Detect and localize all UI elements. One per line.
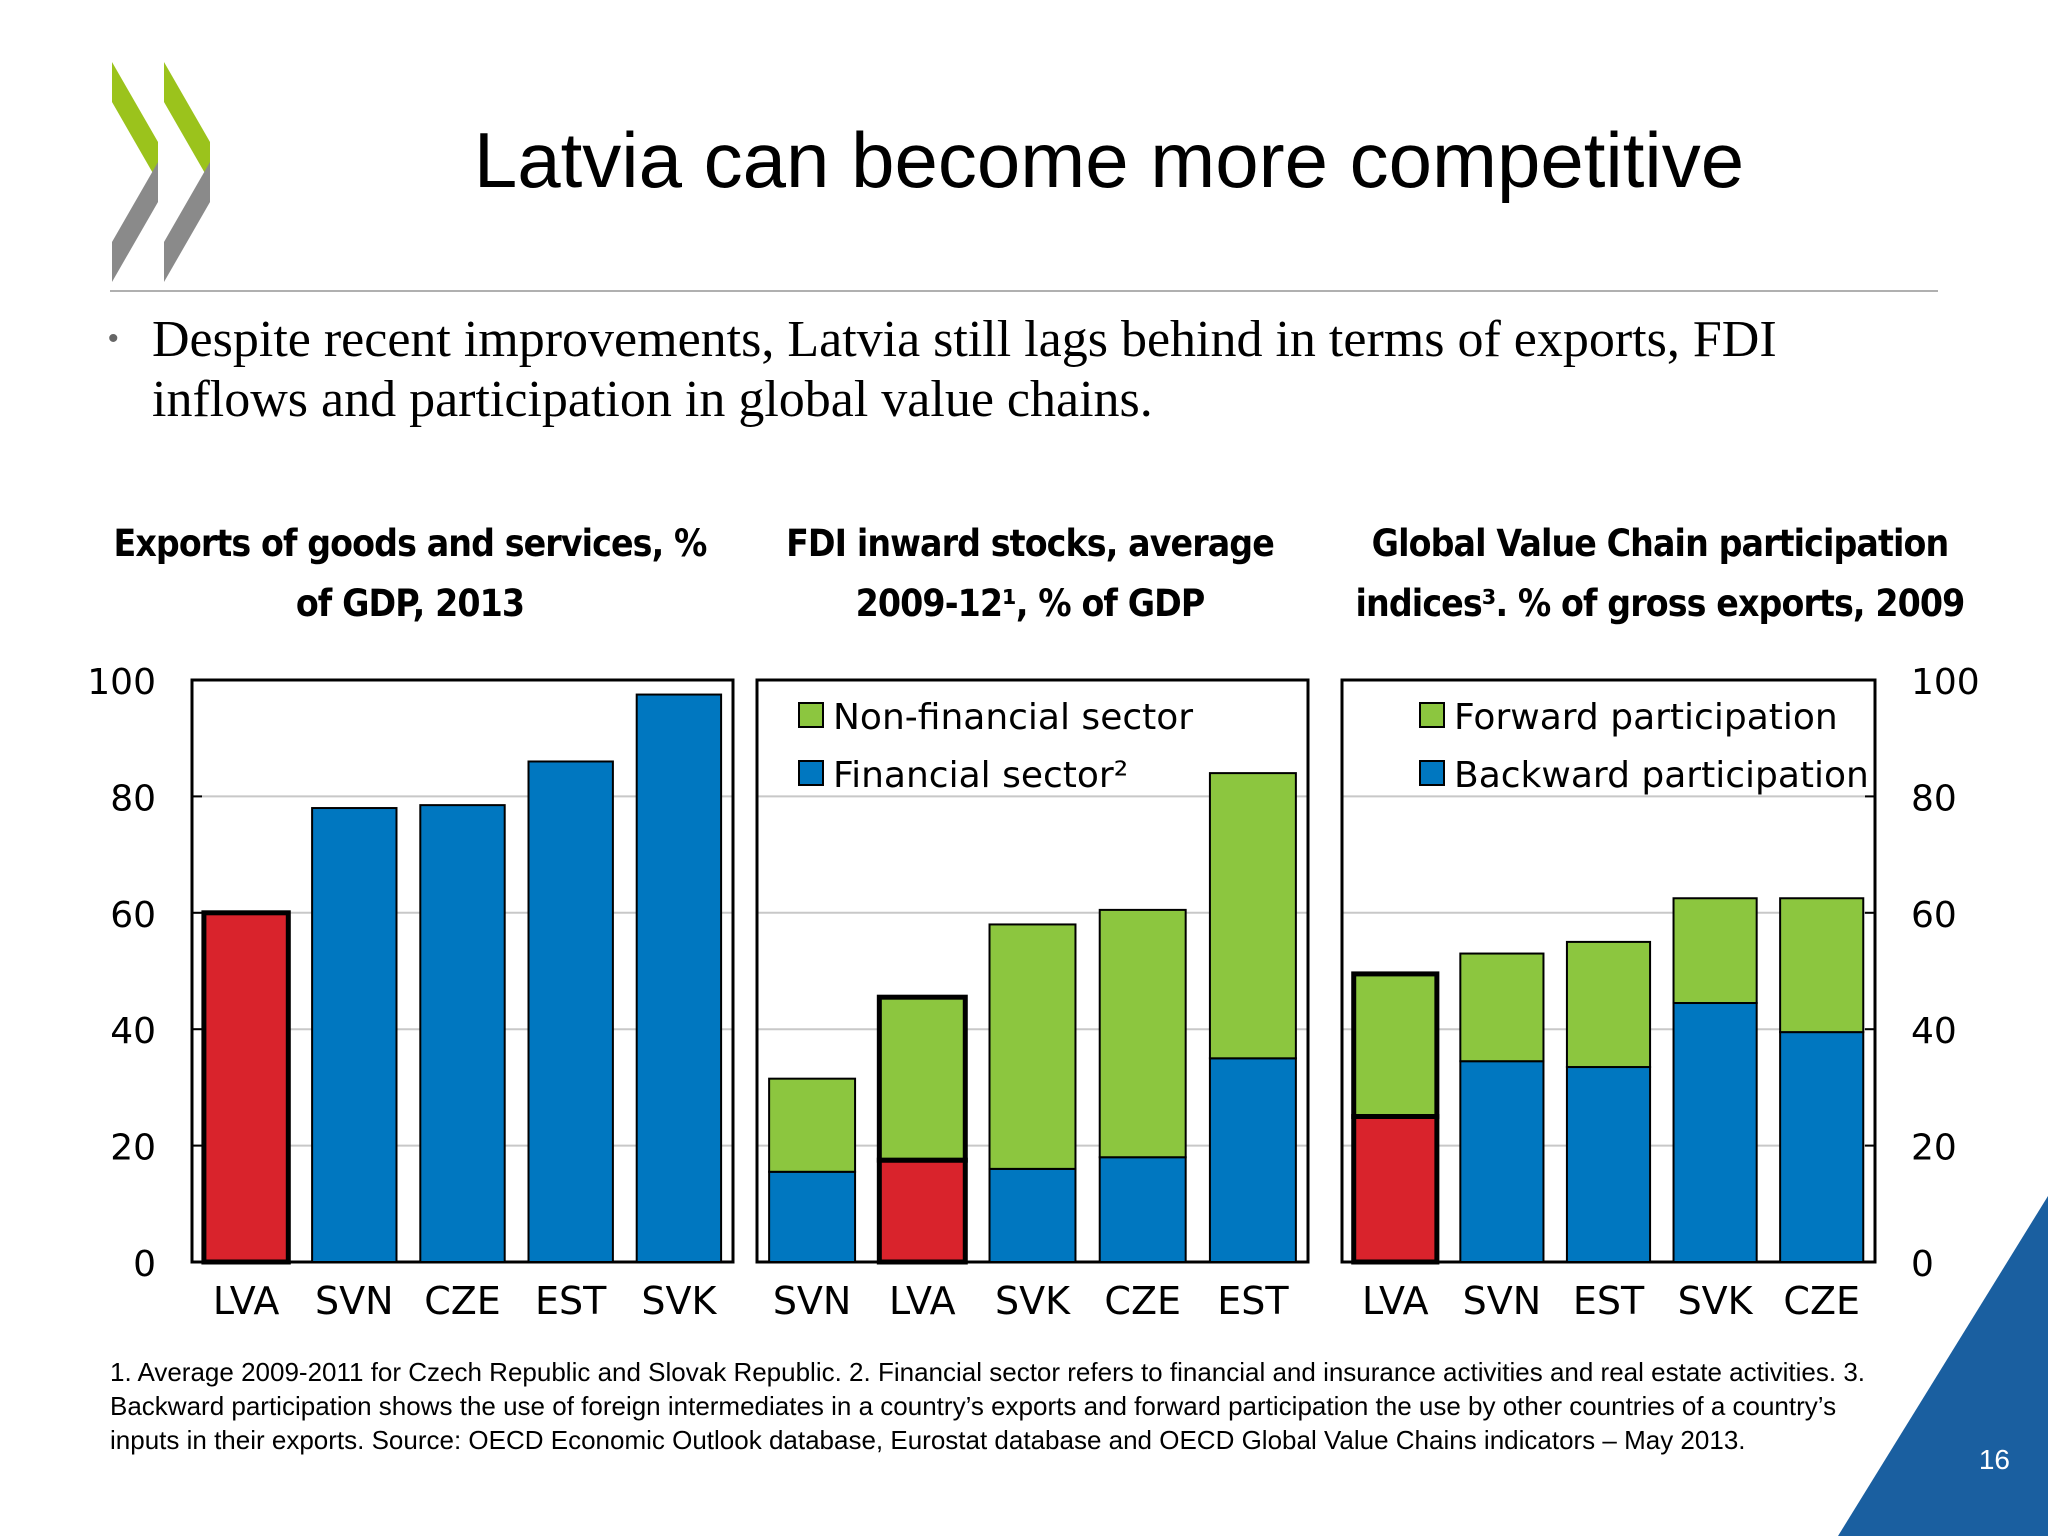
y-tick-label: 0	[133, 1244, 156, 1285]
fdi-legend-label: Non-financial sector	[833, 697, 1193, 738]
exports-x-label: LVA	[213, 1279, 280, 1323]
fdi-bar-est-lower	[1208, 1057, 1297, 1264]
exports-title-line-2: of GDP, 2013	[295, 582, 525, 625]
fdi-bar-lva-upper	[876, 994, 968, 1163]
exports-bar-svn	[311, 807, 398, 1263]
gvc-bar-lva-upper	[1351, 971, 1440, 1119]
gvc-x-label: CZE	[1783, 1279, 1860, 1323]
y-tick-label: 20	[1911, 1128, 1957, 1169]
y-tick-label: 60	[110, 895, 156, 936]
fdi-title-line-1: FDI inward stocks, average	[786, 522, 1275, 565]
gvc-bar-svn-upper	[1459, 952, 1545, 1063]
fdi-bar-svk-lower	[988, 1167, 1077, 1264]
oecd-chevrons-logo	[112, 62, 210, 282]
gvc-chart-title: Global Value Chain participation indices…	[1336, 514, 1984, 644]
exports-x-label: CZE	[424, 1279, 501, 1323]
gvc-title-line-2: indices³. % of gross exports, 2009	[1355, 582, 1966, 625]
footnote: 1. Average 2009-2011 for Czech Republic …	[110, 1357, 1866, 1455]
fdi-bar-svk-upper	[988, 923, 1077, 1170]
exports-bar-lva	[201, 910, 291, 1265]
bullet-dot-icon: •	[108, 322, 119, 355]
fdi-x-label: CZE	[1104, 1279, 1181, 1323]
gvc-legend-swatch	[1419, 702, 1445, 728]
fdi-bar-est-upper	[1208, 772, 1297, 1060]
fdi-title-line-2: 2009-12¹, % of GDP	[855, 582, 1206, 625]
fdi-legend-swatch	[798, 702, 824, 728]
exports-bar-cze	[419, 804, 506, 1263]
fdi-legend-swatch	[798, 760, 824, 786]
gvc-title-line-1: Global Value Chain participation	[1371, 522, 1950, 565]
gvc-x-label: SVK	[1678, 1279, 1754, 1323]
fdi-x-label: EST	[1217, 1279, 1289, 1323]
exports-bar-svk	[635, 693, 723, 1263]
gvc-legend-label: Forward participation	[1454, 697, 1838, 738]
fdi-bar-svn-upper	[768, 1077, 857, 1173]
y-tick-label: 20	[110, 1128, 156, 1169]
fdi-bar-cze-lower	[1098, 1156, 1187, 1263]
bullet-text: Despite recent improvements, Latvia stil…	[152, 311, 1777, 428]
y-tick-label: 40	[1911, 1011, 1957, 1052]
gvc-bar-cze-lower	[1779, 1031, 1865, 1263]
fdi-x-label: LVA	[889, 1279, 956, 1323]
page-number: 16	[1978, 1444, 2010, 1475]
fdi-bar-lva-lower	[876, 1157, 968, 1265]
gvc-bar-est-lower	[1565, 1066, 1652, 1264]
corner-accent	[1838, 1196, 2048, 1536]
exports-chart-title: Exports of goods and services, % of GDP,…	[95, 514, 725, 644]
title-divider	[110, 290, 1938, 292]
y-tick-label: 80	[110, 778, 156, 819]
fdi-bar-cze-upper	[1098, 908, 1187, 1159]
gvc-bar-lva-lower	[1351, 1114, 1440, 1265]
y-tick-label: 40	[110, 1011, 156, 1052]
slide-title: Latvia can become more competitive	[473, 116, 1745, 204]
gvc-legend-label: Backward participation	[1454, 755, 1869, 796]
gvc-bar-svk-lower	[1672, 1002, 1758, 1263]
y-tick-label: 0	[1911, 1244, 1934, 1285]
gvc-bar-est-upper	[1565, 940, 1652, 1069]
fdi-x-label: SVK	[995, 1279, 1071, 1323]
fdi-legend-label: Financial sector²	[833, 755, 1128, 796]
exports-x-label: SVN	[315, 1279, 394, 1323]
exports-x-label: SVK	[641, 1279, 717, 1323]
exports-x-label: EST	[535, 1279, 607, 1323]
exports-bar-est	[527, 760, 614, 1263]
exports-title-line-1: Exports of goods and services, %	[113, 522, 707, 565]
gvc-bar-svn-lower	[1459, 1060, 1545, 1263]
y-tick-label: 80	[1911, 778, 1957, 819]
gvc-x-label: EST	[1573, 1279, 1645, 1323]
gvc-x-label: LVA	[1362, 1279, 1429, 1323]
gvc-x-label: SVN	[1463, 1279, 1542, 1323]
gvc-bar-svk-upper	[1672, 897, 1758, 1005]
y-tick-label: 100	[1911, 662, 1980, 703]
gvc-legend-swatch	[1419, 760, 1445, 786]
y-tick-label: 100	[87, 662, 156, 703]
y-tick-label: 60	[1911, 895, 1957, 936]
fdi-chart-title: FDI inward stocks, average 2009-12¹, % o…	[715, 514, 1345, 644]
fdi-bar-svn-lower	[768, 1170, 857, 1264]
fdi-x-label: SVN	[773, 1279, 852, 1323]
gvc-bar-cze-upper	[1779, 897, 1865, 1034]
